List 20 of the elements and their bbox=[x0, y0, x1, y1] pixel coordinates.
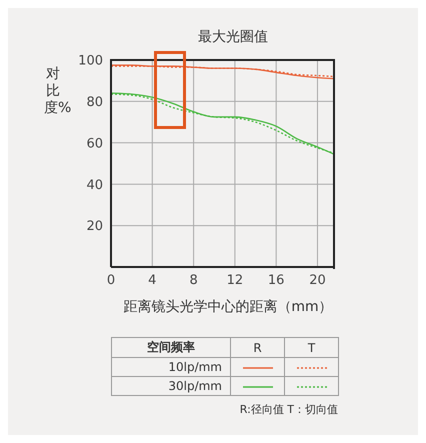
legend-label: 10lp/mm bbox=[112, 358, 230, 376]
x-axis-title: 距离镜头光学中心的距离（mm） bbox=[122, 298, 334, 316]
legend-title: 空间频率 bbox=[112, 338, 230, 358]
y-tick-label: 100 bbox=[78, 54, 103, 69]
legend-label: 30lp/mm bbox=[112, 376, 230, 396]
text: T bbox=[284, 338, 338, 358]
y-tick-label: 40 bbox=[86, 178, 103, 193]
y-tick-label: 20 bbox=[86, 219, 103, 234]
y-axis-title: 对比度% bbox=[44, 66, 72, 117]
x-tick-label: 8 bbox=[189, 273, 198, 288]
text: R:径向值 T：切向值 bbox=[238, 402, 338, 417]
x-tick-label: 20 bbox=[309, 273, 326, 288]
x-tick-label: 0 bbox=[106, 273, 116, 288]
text: R bbox=[230, 338, 284, 358]
y-tick-label: 60 bbox=[86, 136, 103, 152]
x-tick-label: 16 bbox=[268, 273, 284, 288]
x-tick-label: 12 bbox=[226, 273, 244, 288]
y-tick-label: 80 bbox=[86, 95, 103, 110]
x-tick-label: 4 bbox=[148, 273, 156, 288]
chart-title: 最大光圈值 bbox=[197, 28, 269, 46]
